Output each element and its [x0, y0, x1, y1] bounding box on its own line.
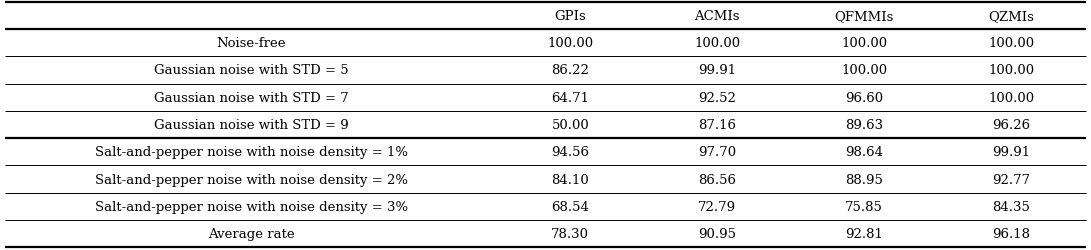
Text: 78.30: 78.30: [551, 228, 589, 240]
Text: 99.91: 99.91: [993, 146, 1031, 159]
Text: 50.00: 50.00: [551, 118, 589, 132]
Text: 98.64: 98.64: [846, 146, 883, 159]
Text: QFMMIs: QFMMIs: [835, 10, 894, 22]
Text: QZMIs: QZMIs: [988, 10, 1034, 22]
Text: Salt-and-pepper noise with noise density = 1%: Salt-and-pepper noise with noise density…: [95, 146, 408, 159]
Text: 100.00: 100.00: [548, 37, 594, 50]
Text: 99.91: 99.91: [698, 64, 736, 77]
Text: 84.35: 84.35: [993, 200, 1031, 213]
Text: GPIs: GPIs: [554, 10, 586, 22]
Text: 96.18: 96.18: [993, 228, 1031, 240]
Text: Noise-free: Noise-free: [216, 37, 286, 50]
Text: 100.00: 100.00: [694, 37, 741, 50]
Text: 72.79: 72.79: [698, 200, 736, 213]
Text: 87.16: 87.16: [698, 118, 736, 132]
Text: 64.71: 64.71: [551, 91, 589, 104]
Text: 68.54: 68.54: [551, 200, 589, 213]
Text: 100.00: 100.00: [988, 91, 1034, 104]
Text: 86.56: 86.56: [698, 173, 736, 186]
Text: 100.00: 100.00: [988, 64, 1034, 77]
Text: Salt-and-pepper noise with noise density = 2%: Salt-and-pepper noise with noise density…: [95, 173, 408, 186]
Text: 96.26: 96.26: [993, 118, 1031, 132]
Text: 94.56: 94.56: [551, 146, 589, 159]
Text: ACMIs: ACMIs: [695, 10, 740, 22]
Text: 75.85: 75.85: [846, 200, 883, 213]
Text: Gaussian noise with STD = 5: Gaussian noise with STD = 5: [154, 64, 348, 77]
Text: 88.95: 88.95: [846, 173, 883, 186]
Text: 84.10: 84.10: [551, 173, 589, 186]
Text: 100.00: 100.00: [988, 37, 1034, 50]
Text: Gaussian noise with STD = 7: Gaussian noise with STD = 7: [154, 91, 348, 104]
Text: Gaussian noise with STD = 9: Gaussian noise with STD = 9: [154, 118, 348, 132]
Text: 92.77: 92.77: [993, 173, 1031, 186]
Text: 86.22: 86.22: [551, 64, 589, 77]
Text: 92.81: 92.81: [846, 228, 883, 240]
Text: 90.95: 90.95: [698, 228, 736, 240]
Text: 96.60: 96.60: [846, 91, 884, 104]
Text: 100.00: 100.00: [841, 64, 887, 77]
Text: 100.00: 100.00: [841, 37, 887, 50]
Text: Average rate: Average rate: [208, 228, 295, 240]
Text: 92.52: 92.52: [698, 91, 736, 104]
Text: 97.70: 97.70: [698, 146, 736, 159]
Text: 89.63: 89.63: [846, 118, 884, 132]
Text: Salt-and-pepper noise with noise density = 3%: Salt-and-pepper noise with noise density…: [95, 200, 408, 213]
